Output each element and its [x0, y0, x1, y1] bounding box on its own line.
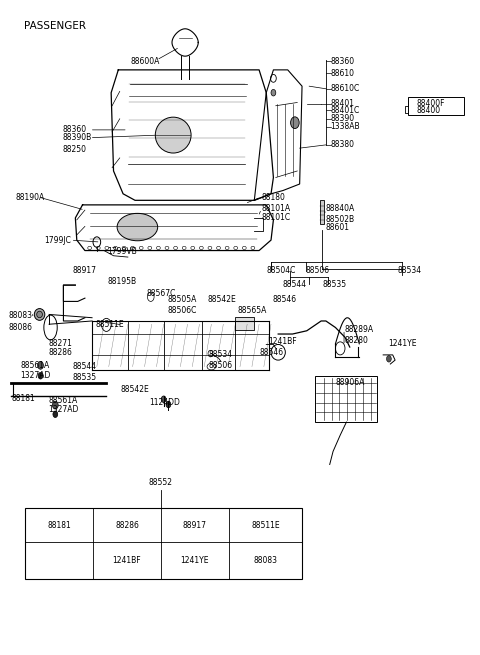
Text: 88610: 88610 — [331, 69, 355, 78]
Text: 88101A: 88101A — [262, 204, 290, 214]
Text: 88601: 88601 — [326, 223, 350, 233]
Text: 88280: 88280 — [344, 336, 368, 345]
Bar — [25, 508, 302, 578]
Circle shape — [166, 402, 171, 407]
Text: 88546: 88546 — [259, 348, 283, 357]
Text: 88565A: 88565A — [237, 306, 266, 315]
Circle shape — [38, 373, 43, 379]
Text: PASSENGER: PASSENGER — [24, 21, 86, 31]
Text: 88534: 88534 — [397, 266, 421, 275]
Text: 1124DD: 1124DD — [149, 398, 180, 407]
Text: 88600A: 88600A — [130, 57, 160, 66]
Text: 88505A: 88505A — [168, 295, 197, 304]
Circle shape — [290, 117, 299, 128]
Text: 88504C: 88504C — [266, 266, 296, 275]
Text: 88390: 88390 — [331, 114, 355, 123]
Text: 1338AB: 1338AB — [331, 122, 360, 131]
Text: 88561A: 88561A — [21, 362, 50, 371]
Text: 88917: 88917 — [183, 521, 207, 530]
Text: 88289A: 88289A — [344, 325, 373, 334]
Text: 88511E: 88511E — [251, 521, 280, 530]
Ellipse shape — [36, 311, 42, 318]
Text: 88917: 88917 — [72, 266, 96, 275]
Text: 88181: 88181 — [48, 521, 71, 530]
Text: 1327AD: 1327AD — [48, 405, 79, 414]
Text: 88506: 88506 — [209, 362, 233, 371]
Text: 88502B: 88502B — [326, 215, 355, 224]
Text: 88390B: 88390B — [62, 133, 92, 142]
Circle shape — [271, 90, 276, 96]
Bar — [235, 317, 254, 330]
Circle shape — [53, 411, 58, 417]
Text: 88271: 88271 — [48, 339, 72, 348]
Text: 1327AD: 1327AD — [21, 371, 51, 381]
Text: 88101C: 88101C — [262, 213, 290, 222]
Text: 88546: 88546 — [273, 295, 297, 304]
Text: 88380: 88380 — [331, 140, 355, 149]
Text: 88083: 88083 — [9, 311, 33, 320]
Text: 1241YE: 1241YE — [388, 339, 417, 348]
Text: 88535: 88535 — [322, 280, 346, 289]
Text: 88542E: 88542E — [207, 295, 236, 304]
Text: 88906A: 88906A — [336, 379, 365, 388]
Text: 88195B: 88195B — [108, 276, 136, 286]
Text: 88400F: 88400F — [417, 100, 445, 108]
Text: 88401C: 88401C — [331, 106, 360, 115]
FancyBboxPatch shape — [320, 200, 324, 225]
Bar — [315, 377, 377, 422]
Text: 1799JC: 1799JC — [44, 236, 71, 244]
Ellipse shape — [156, 117, 191, 153]
Text: 88567C: 88567C — [147, 289, 176, 298]
Text: 88400: 88400 — [417, 106, 441, 115]
Text: 1241BF: 1241BF — [269, 337, 297, 346]
Text: 88506: 88506 — [306, 266, 330, 275]
Text: 88401: 88401 — [331, 100, 355, 108]
Circle shape — [37, 362, 43, 369]
Text: 88511E: 88511E — [96, 320, 124, 329]
Text: 88542E: 88542E — [120, 385, 149, 394]
Ellipse shape — [117, 214, 157, 241]
Text: 88552: 88552 — [149, 477, 173, 487]
Circle shape — [52, 402, 58, 409]
Text: 1241BF: 1241BF — [113, 556, 141, 565]
Text: 88181: 88181 — [12, 394, 36, 403]
Text: 1799VB: 1799VB — [108, 248, 137, 256]
Circle shape — [386, 356, 391, 362]
Circle shape — [161, 396, 166, 403]
Text: 88083: 88083 — [253, 556, 277, 565]
Text: 1241YE: 1241YE — [180, 556, 209, 565]
Text: 88286: 88286 — [115, 521, 139, 530]
Text: 88360: 88360 — [62, 125, 86, 134]
Text: 88250: 88250 — [62, 145, 86, 154]
Text: 88190A: 88190A — [16, 193, 45, 202]
Text: 88506C: 88506C — [168, 306, 197, 315]
Text: 88086: 88086 — [9, 323, 33, 332]
Text: 88840A: 88840A — [326, 204, 355, 214]
Text: 88544: 88544 — [72, 362, 96, 371]
Text: 88544: 88544 — [283, 280, 307, 289]
Bar — [408, 97, 464, 115]
Text: 88561A: 88561A — [48, 396, 77, 405]
Text: 88360: 88360 — [331, 57, 355, 66]
Text: 88534: 88534 — [209, 350, 233, 360]
Text: 88180: 88180 — [262, 193, 285, 202]
Text: 88535: 88535 — [72, 373, 96, 382]
Text: 88286: 88286 — [48, 348, 72, 358]
Text: 88610C: 88610C — [331, 84, 360, 93]
Ellipse shape — [34, 309, 45, 320]
